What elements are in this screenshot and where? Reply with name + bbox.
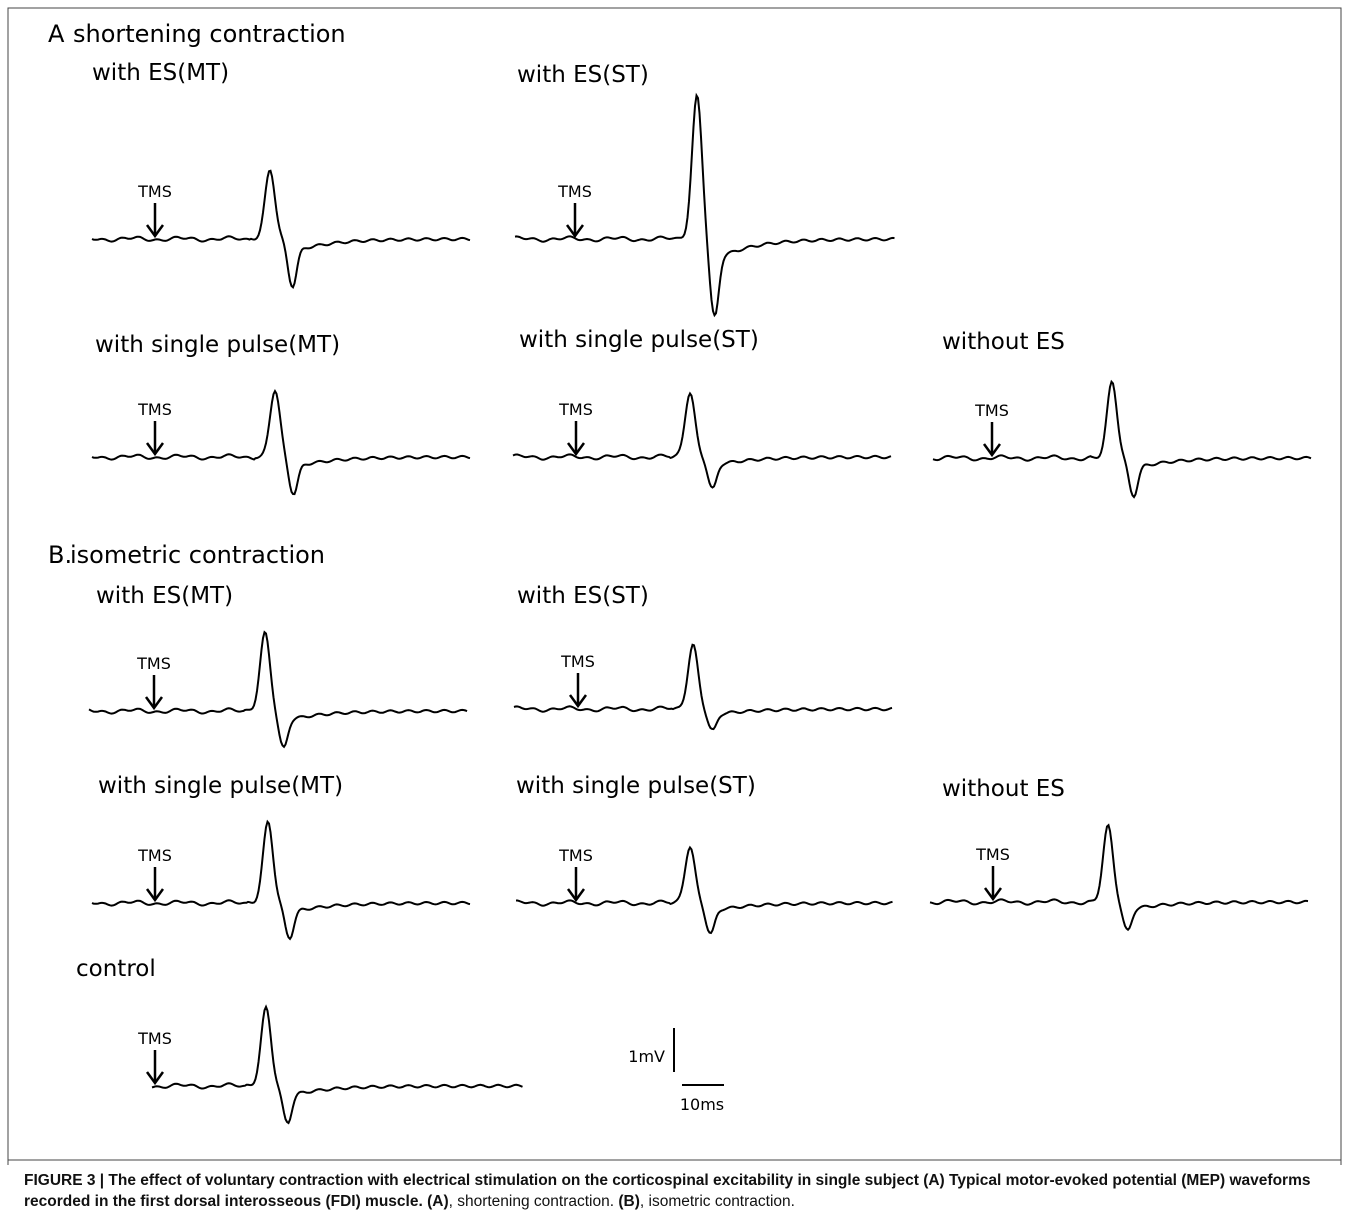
panel-label: control — [76, 956, 156, 982]
mep-trace — [516, 845, 893, 935]
tms-arrowhead — [566, 888, 586, 903]
panel-label: with ES(ST) — [517, 583, 649, 609]
tms-arrowhead — [144, 696, 164, 711]
mep-trace — [929, 823, 1309, 932]
tms-label: TMS — [557, 182, 592, 201]
scale-label: 10ms — [680, 1095, 724, 1114]
mep-trace — [91, 169, 471, 290]
panel-label: with single pulse(ST) — [516, 773, 756, 799]
tms-label: TMS — [137, 1029, 172, 1048]
tms-label: TMS — [137, 846, 172, 865]
tms-arrowhead — [983, 887, 1003, 902]
caption-text: , shortening contraction. — [448, 1193, 619, 1210]
caption-bold: FIGURE 3 | The effect of voluntary contr… — [24, 1172, 1311, 1210]
tms-arrowhead — [982, 443, 1002, 458]
tms-arrowhead — [145, 888, 165, 903]
tms-arrowhead — [566, 442, 586, 457]
caption: FIGURE 3 | The effect of voluntary contr… — [24, 1170, 1324, 1212]
panel-label: without ES — [942, 329, 1065, 355]
section-title: shortening contraction — [73, 20, 346, 48]
tms-label: TMS — [137, 400, 172, 419]
mep-trace — [514, 92, 895, 318]
mep-trace — [151, 1004, 523, 1125]
tms-arrowhead — [145, 224, 165, 239]
tms-arrowhead — [145, 442, 165, 457]
tms-arrowhead — [568, 694, 588, 709]
tms-label: TMS — [137, 182, 172, 201]
mep-trace — [88, 630, 468, 749]
mep-trace — [91, 388, 471, 496]
tms-label: TMS — [975, 845, 1010, 864]
panel-label: with single pulse(ST) — [519, 327, 759, 353]
panel-label: with ES(MT) — [96, 583, 233, 609]
tms-arrowhead — [145, 1071, 165, 1086]
tms-label: TMS — [558, 400, 593, 419]
tms-arrowhead — [565, 224, 585, 239]
mep-trace — [91, 819, 471, 941]
caption-text: , isometric contraction. — [639, 1193, 795, 1210]
panel-label: without ES — [942, 776, 1065, 802]
panel-label: with ES(MT) — [92, 60, 229, 86]
mep-trace — [512, 391, 892, 489]
tms-label: TMS — [560, 652, 595, 671]
panel-label: with single pulse(MT) — [95, 332, 340, 358]
section-letter: A — [48, 20, 65, 48]
tms-label: TMS — [974, 401, 1009, 420]
scale-label: 1mV — [628, 1047, 665, 1066]
caption-bold: (B) — [618, 1193, 640, 1210]
section-title: isometric contraction — [70, 541, 325, 569]
mep-trace — [932, 379, 1312, 499]
tms-label: TMS — [136, 654, 171, 673]
mep-trace — [513, 643, 893, 731]
panel-label: with ES(ST) — [517, 62, 649, 88]
panel-label: with single pulse(MT) — [98, 773, 343, 799]
section-letter: B. — [48, 541, 72, 569]
tms-label: TMS — [558, 846, 593, 865]
